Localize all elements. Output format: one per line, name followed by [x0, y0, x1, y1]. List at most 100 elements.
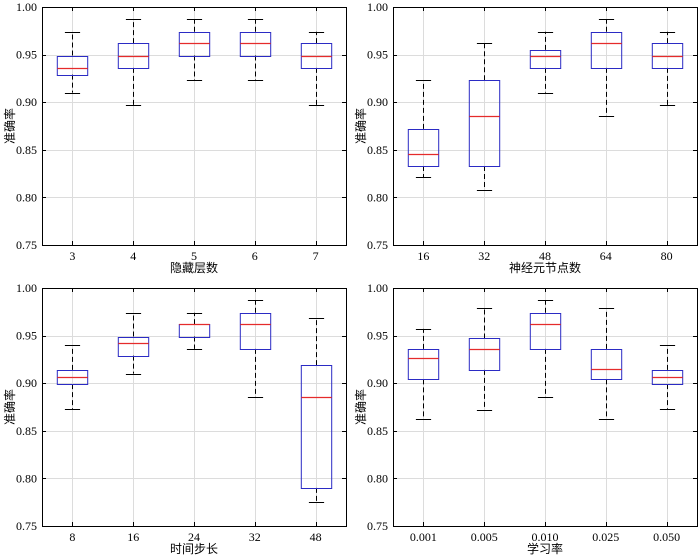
y-tick-label: 0.80	[16, 190, 37, 204]
y-tick-label: 0.90	[367, 95, 388, 109]
box-item	[651, 31, 684, 106]
y-tick-label: 0.85	[367, 143, 388, 157]
x-axis-label: 神经元节点数	[509, 260, 581, 275]
box-item	[178, 19, 211, 81]
y-tick-label: 1.00	[367, 0, 388, 14]
box-item	[529, 300, 562, 398]
plot-frame	[393, 288, 698, 527]
box-iqr	[407, 129, 440, 167]
y-tick-label: 0.95	[16, 48, 37, 62]
x-tick-label: 32	[478, 249, 490, 263]
box-item	[468, 307, 501, 411]
box-item	[407, 80, 440, 178]
axes: 0.75 0.80 0.85 0.90 0.95 1.00 3 4 5 6 7 隐藏层数 准确率	[2, 0, 347, 275]
x-axis-label: 隐藏层数	[170, 260, 218, 275]
box-item	[56, 31, 89, 94]
y-tick-label: 0.75	[16, 519, 37, 533]
box-iqr	[178, 32, 211, 57]
x-tick-label: 0.010	[532, 530, 559, 544]
x-tick-label: 0.025	[592, 530, 619, 544]
box-iqr	[529, 50, 562, 69]
y-axis-label: 准确率	[353, 108, 368, 144]
x-tick-label: 80	[661, 249, 673, 263]
box-iqr	[56, 56, 89, 76]
y-tick-label: 0.80	[367, 471, 388, 485]
box-item	[590, 307, 623, 420]
box-iqr	[468, 338, 501, 371]
y-tick-label: 0.90	[16, 95, 37, 109]
x-tick-label: 4	[130, 249, 136, 263]
y-tick-label: 0.85	[16, 143, 37, 157]
boxplot-panel-4: 0.75 0.80 0.85 0.90 0.95 1.00 0.001 0.005 0.010 0…	[353, 281, 698, 556]
y-axis-label: 准确率	[2, 108, 17, 144]
x-tick-label: 48	[539, 249, 551, 263]
y-tick-label: 1.00	[367, 281, 388, 295]
axes: 0.75 0.80 0.85 0.90 0.95 1.00 8 16 24 32 48 时间步长 准确率	[2, 281, 347, 556]
y-tick-label: 0.80	[367, 190, 388, 204]
grid	[42, 7, 346, 246]
boxplot-panel-1: 0.75 0.80 0.85 0.90 0.95 1.00 3 4 5 6 7 隐藏层数 准确率	[2, 0, 347, 275]
box-item	[407, 328, 440, 420]
box-item	[178, 312, 211, 350]
box-iqr	[590, 32, 623, 69]
y-tick-label: 0.85	[16, 424, 37, 438]
y-tick-label: 0.75	[367, 519, 388, 533]
x-tick-label: 5	[191, 249, 197, 263]
box-iqr	[117, 337, 150, 357]
y-tick-label: 0.95	[367, 48, 388, 62]
plot-frame	[42, 7, 347, 246]
box-iqr	[529, 313, 562, 350]
box-item	[529, 31, 562, 94]
x-tick-label: 16	[127, 530, 139, 544]
box-item	[300, 318, 333, 503]
box-item	[117, 312, 150, 375]
box-iqr	[468, 80, 501, 167]
y-tick-label: 0.95	[367, 329, 388, 343]
boxes	[56, 19, 333, 106]
x-tick-label: 3	[69, 249, 75, 263]
axes: 0.75 0.80 0.85 0.90 0.95 1.00 0.001 0.005 0.010 0…	[353, 281, 698, 556]
box-iqr	[239, 313, 272, 350]
box-item	[651, 345, 684, 410]
y-axis-label: 准确率	[2, 389, 17, 425]
box-iqr	[590, 349, 623, 380]
x-tick-label: 16	[417, 249, 429, 263]
x-axis-label: 时间步长	[170, 542, 218, 556]
y-tick-label: 1.00	[16, 0, 37, 14]
y-axis-label: 准确率	[353, 389, 368, 425]
grid	[393, 288, 697, 527]
x-tick-label: 24	[188, 530, 200, 544]
grid	[393, 7, 697, 246]
y-tick-label: 0.90	[367, 376, 388, 390]
y-tick-label: 0.95	[16, 329, 37, 343]
box-item	[468, 43, 501, 191]
boxplot-panel-3: 0.75 0.80 0.85 0.90 0.95 1.00 8 16 24 32 48 时间步长 准确率	[2, 281, 347, 556]
x-axis-label: 学习率	[527, 541, 563, 556]
x-tick-label: 32	[249, 530, 261, 544]
x-tick-label: 0.001	[410, 530, 437, 544]
x-tick-label: 0.050	[653, 530, 680, 544]
y-tick-label: 0.90	[16, 376, 37, 390]
y-tick-label: 1.00	[16, 281, 37, 295]
box-item	[56, 345, 89, 410]
box-iqr	[300, 365, 333, 489]
box-item	[590, 19, 623, 117]
boxplot-panel-2: 0.75 0.80 0.85 0.90 0.95 1.00 16 32 48 64 80 神经元节点数…	[353, 0, 698, 275]
x-tick-label: 0.005	[471, 530, 498, 544]
box-item	[117, 19, 150, 106]
y-tick-label: 0.85	[367, 424, 388, 438]
x-tick-label: 48	[310, 530, 322, 544]
x-tick-label: 64	[600, 249, 612, 263]
x-tick-label: 7	[313, 249, 319, 263]
boxes	[56, 300, 333, 503]
boxes	[407, 19, 684, 191]
box-iqr	[239, 32, 272, 57]
plot-frame	[42, 288, 347, 527]
box-iqr	[407, 349, 440, 380]
box-item	[300, 31, 333, 106]
box-item	[239, 19, 272, 81]
y-tick-label: 0.75	[367, 238, 388, 252]
axes: 0.75 0.80 0.85 0.90 0.95 1.00 16 32 48 64 80 神经元节点数…	[353, 0, 698, 275]
y-tick-label: 0.80	[16, 471, 37, 485]
